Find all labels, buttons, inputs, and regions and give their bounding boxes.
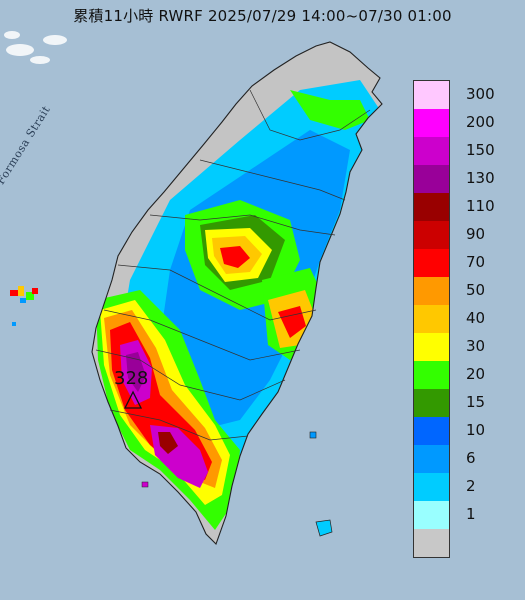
penghu-islands xyxy=(10,286,38,326)
legend-swatch xyxy=(414,81,449,109)
legend-label: 2 xyxy=(466,477,476,495)
legend-swatch xyxy=(414,221,449,249)
county-borders xyxy=(95,89,371,441)
legend-label: 20 xyxy=(466,365,486,383)
legend-label: 110 xyxy=(466,197,495,215)
legend-swatch xyxy=(414,277,449,305)
legend-label: 70 xyxy=(466,253,486,271)
legend-label: 30 xyxy=(466,337,486,355)
legend-swatch xyxy=(414,361,449,389)
legend-swatch xyxy=(414,473,449,501)
island-outline xyxy=(91,41,383,546)
max-rainfall-label: 328 xyxy=(114,368,149,389)
green-island xyxy=(309,431,317,439)
rain-area-green-north xyxy=(290,90,370,130)
legend-swatch xyxy=(414,389,449,417)
legend-label: 40 xyxy=(466,309,486,327)
cloud-texture xyxy=(4,31,67,64)
legend-label: 300 xyxy=(466,85,495,103)
legend-swatch xyxy=(414,417,449,445)
legend-label: 10 xyxy=(466,421,486,439)
legend-swatch xyxy=(414,445,449,473)
legend-colorbar xyxy=(413,80,450,558)
legend-swatch xyxy=(414,305,449,333)
map-title: 累積11小時 RWRF 2025/07/29 14:00~07/30 01:00 xyxy=(73,7,452,25)
orchid-island xyxy=(315,519,333,537)
legend-label: 6 xyxy=(466,449,476,467)
legend-label: 15 xyxy=(466,393,486,411)
liuqiu-island xyxy=(141,481,149,488)
rain-area-red-central xyxy=(220,246,250,268)
max-rainfall-marker xyxy=(123,390,143,409)
legend-label: 130 xyxy=(466,169,495,187)
legend-label: 1 xyxy=(466,505,476,523)
legend-swatch xyxy=(414,249,449,277)
legend-swatch xyxy=(414,333,449,361)
rain-area-darkred-sw xyxy=(158,432,178,454)
legend-swatch xyxy=(414,109,449,137)
legend-label: 90 xyxy=(466,225,486,243)
legend-swatch xyxy=(414,501,449,529)
legend-label: 50 xyxy=(466,281,486,299)
legend-swatch xyxy=(414,529,449,557)
rain-area-purple-sw xyxy=(126,352,146,392)
legend-swatch xyxy=(414,193,449,221)
legend-label: 200 xyxy=(466,113,495,131)
legend-label: 150 xyxy=(466,141,495,159)
legend-swatch xyxy=(414,137,449,165)
legend-swatch xyxy=(414,165,449,193)
